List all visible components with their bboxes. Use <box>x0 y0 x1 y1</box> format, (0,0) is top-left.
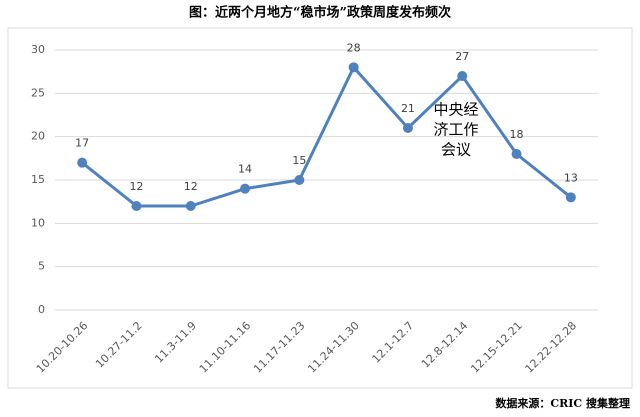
point <box>77 157 88 168</box>
data-label: 14 <box>238 163 252 176</box>
y-tick-label: 10 <box>31 216 45 229</box>
annotation: 会议 <box>441 141 471 159</box>
x-tick-label: 12.22-12.28 <box>523 319 580 376</box>
x-tick-label: 12.15-12.21 <box>468 319 525 376</box>
x-tick-label: 11.17-11.23 <box>251 319 308 376</box>
point <box>294 175 305 185</box>
point <box>457 71 468 81</box>
data-label: 15 <box>292 154 306 167</box>
x-tick-label: 11.24-11.30 <box>305 319 362 376</box>
point <box>402 123 413 133</box>
data-label: 28 <box>347 41 361 54</box>
point <box>348 62 359 73</box>
point <box>131 201 142 211</box>
y-tick-label: 15 <box>31 173 45 186</box>
x-tick-label: 12.1-12.7 <box>370 319 417 366</box>
x-tick-label: 11.3-11.9 <box>152 319 199 366</box>
x-tick-label: 12.8-12.14 <box>419 319 471 371</box>
chart-frame <box>7 27 633 389</box>
data-label: 18 <box>510 128 524 141</box>
x-tick-label: 10.20-10.26 <box>34 319 91 376</box>
source: 数据来源：CRIC 搜集整理 <box>495 396 630 410</box>
y-tick-label: 0 <box>38 303 45 316</box>
y-tick-label: 20 <box>31 130 45 143</box>
data-label: 12 <box>184 180 198 193</box>
chart-title: 图：近两个月地方“稳市场”政策周度发布频次 <box>189 5 451 21</box>
y-tick-label: 25 <box>31 86 45 99</box>
annotation: 中央经 <box>433 101 478 119</box>
data-label: 21 <box>401 102 415 115</box>
point <box>185 201 196 211</box>
point <box>565 192 576 203</box>
point <box>511 149 522 159</box>
y-tick-label: 30 <box>31 43 45 56</box>
annotation: 济工作 <box>433 121 478 139</box>
point <box>240 183 251 194</box>
data-label: 27 <box>455 50 469 63</box>
data-label: 13 <box>564 171 578 184</box>
data-label: 17 <box>75 137 89 150</box>
data-label: 12 <box>129 180 143 193</box>
x-tick-label: 11.10-11.16 <box>197 319 254 376</box>
line <box>81 64 572 208</box>
x-tick-label: 10.27-11.2 <box>93 319 145 371</box>
y-tick-label: 5 <box>38 260 45 273</box>
